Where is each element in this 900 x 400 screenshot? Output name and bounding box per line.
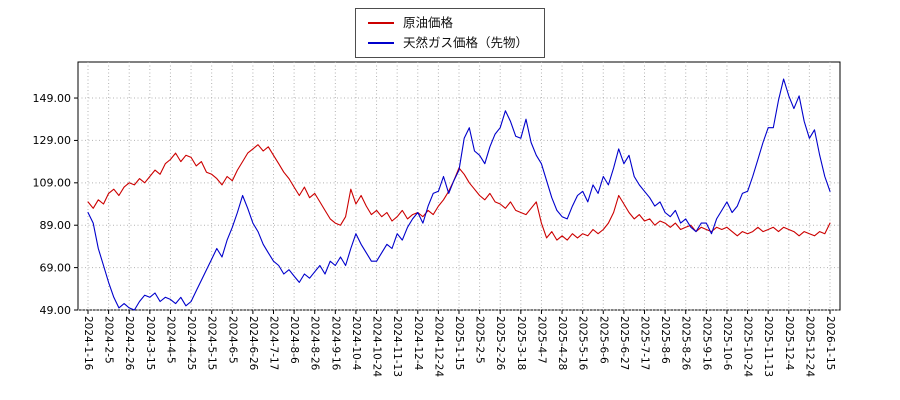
legend-label-crude-oil: 原油価格 xyxy=(402,15,454,30)
legend-item-natural-gas: 天然ガス価格（先物） xyxy=(367,34,529,50)
x-tick-label: 2024-4-5 xyxy=(164,316,176,364)
x-tick-label: 2025-6-6 xyxy=(597,316,609,364)
x-tick-label: 2025-4-28 xyxy=(556,316,568,370)
x-tick-label: 2025-2-5 xyxy=(474,316,486,364)
y-tick-label: 69.00 xyxy=(40,261,72,274)
x-tick-label: 2025-8-26 xyxy=(680,316,692,371)
x-tick-label: 2025-10-6 xyxy=(721,316,733,371)
x-tick-label: 2024-11-13 xyxy=(391,316,403,377)
natural-gas-line-icon xyxy=(367,41,394,44)
x-tick-label: 2024-7-17 xyxy=(268,316,280,370)
x-tick-label: 2025-4-7 xyxy=(535,316,547,364)
y-tick-label: 149.00 xyxy=(33,92,72,105)
crude-oil-line-icon xyxy=(367,21,394,24)
x-tick-label: 2024-2-5 xyxy=(103,316,115,364)
x-tick-label: 2025-2-26 xyxy=(494,316,506,371)
x-tick-label: 2024-1-16 xyxy=(82,316,94,371)
x-tick-label: 2024-3-15 xyxy=(144,316,156,370)
legend-label-natural-gas: 天然ガス価格（先物） xyxy=(402,34,529,50)
x-tick-label: 2025-10-24 xyxy=(742,316,754,377)
x-tick-label: 2025-12-4 xyxy=(783,316,795,371)
x-tick-label: 2025-6-27 xyxy=(618,316,630,370)
series-line-1 xyxy=(87,78,831,311)
y-tick-label: 109.00 xyxy=(33,177,72,190)
x-tick-label: 2024-12-4 xyxy=(412,316,424,371)
x-tick-label: 2025-5-16 xyxy=(577,316,589,371)
x-tick-label: 2025-8-6 xyxy=(659,316,671,364)
x-tick-label: 2025-12-24 xyxy=(803,316,815,377)
legend-item-crude-oil: 原油価格 xyxy=(367,15,528,30)
x-tick-label: 2024-6-26 xyxy=(247,316,259,371)
x-tick-label: 2025-1-15 xyxy=(453,316,465,370)
y-tick-label: 129.00 xyxy=(33,134,72,147)
x-tick-label: 2024-4-25 xyxy=(185,316,197,370)
y-tick-label: 89.00 xyxy=(40,219,72,232)
x-tick-label: 2024-6-5 xyxy=(226,316,238,364)
x-tick-label: 2026-1-15 xyxy=(824,316,836,370)
x-tick-label: 2024-10-24 xyxy=(371,316,383,377)
y-tick-label: 49.00 xyxy=(40,304,72,317)
x-tick-label: 2024-12-24 xyxy=(432,316,444,377)
x-tick-label: 2024-8-26 xyxy=(309,316,321,371)
x-tick-label: 2024-2-26 xyxy=(123,316,135,371)
x-tick-label: 2025-3-18 xyxy=(515,316,527,370)
x-tick-label: 2024-8-6 xyxy=(288,316,300,364)
x-tick-label: 2024-9-16 xyxy=(329,316,341,371)
x-tick-label: 2025-9-16 xyxy=(700,316,712,371)
x-tick-label: 2024-5-15 xyxy=(206,316,218,370)
legend: 原油価格 天然ガス価格（先物） xyxy=(354,8,546,58)
x-tick-label: 2024-10-4 xyxy=(350,316,362,371)
x-tick-label: 2025-7-17 xyxy=(639,316,651,370)
x-tick-label: 2025-11-13 xyxy=(762,316,774,377)
